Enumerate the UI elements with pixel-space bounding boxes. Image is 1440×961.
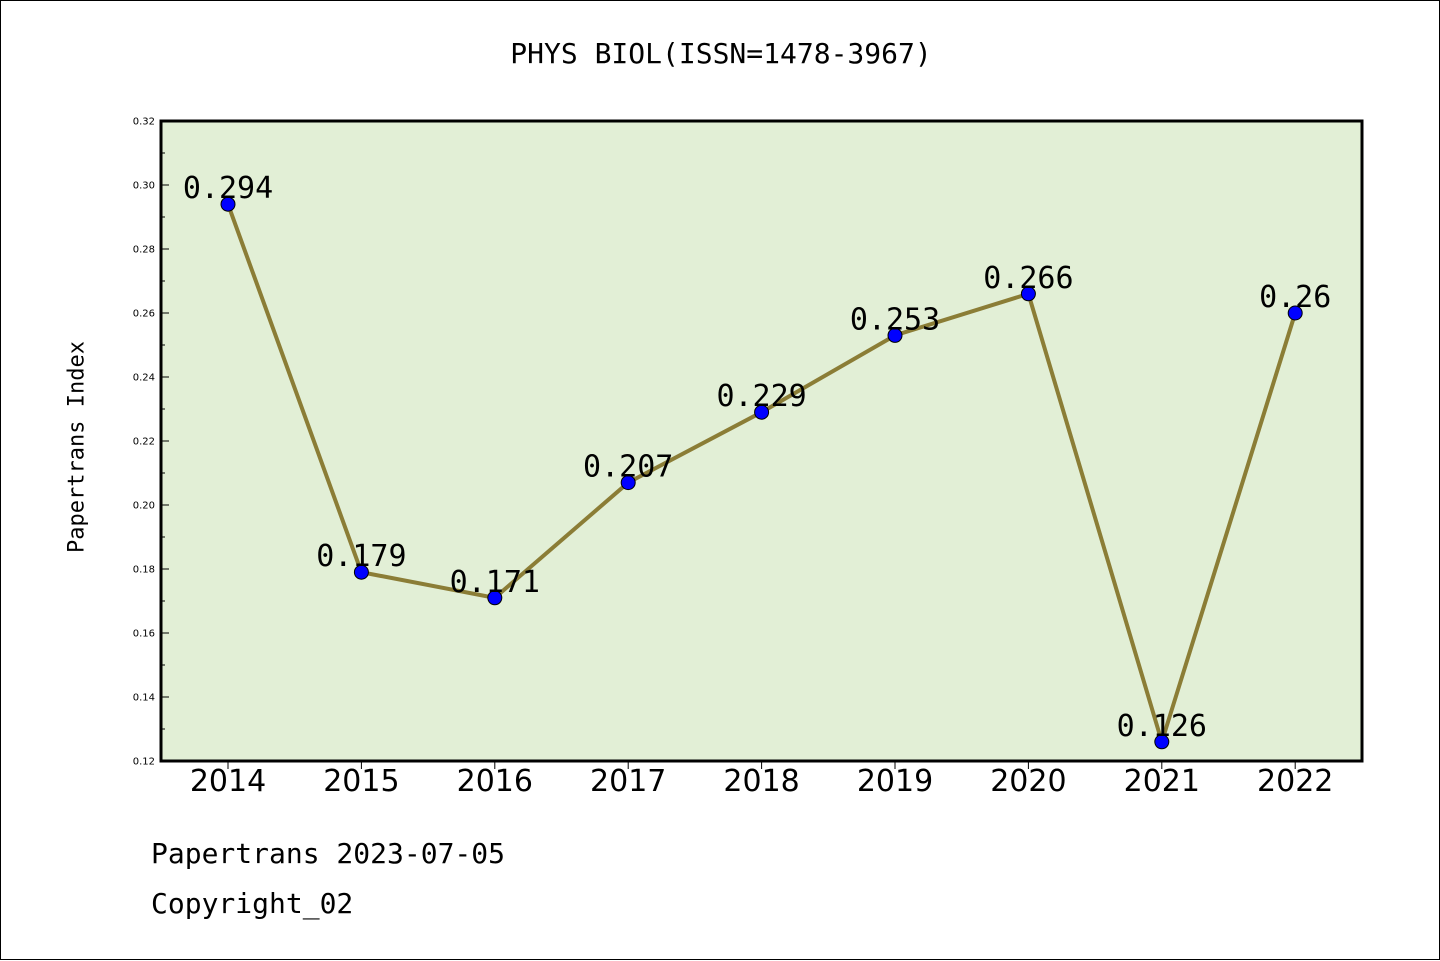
x-tick-label: 2022: [1257, 764, 1333, 799]
x-tick-label: 2021: [1124, 764, 1200, 799]
y-tick-label: 0.16: [133, 629, 155, 640]
y-tick-label: 0.30: [133, 181, 155, 192]
y-tick-label: 0.32: [133, 117, 155, 128]
data-point: [487, 590, 503, 606]
x-tick-label: 2019: [857, 764, 933, 799]
x-tick-label: 2015: [323, 764, 399, 799]
footer-date: Papertrans 2023-07-05: [151, 837, 506, 870]
data-label: 0.229: [716, 379, 806, 414]
y-tick-label: 0.18: [133, 565, 155, 576]
data-label: 0.179: [316, 539, 406, 574]
y-tick-label: 0.24: [133, 373, 155, 384]
x-tick-label: 2018: [723, 764, 799, 799]
data-point: [754, 404, 770, 420]
y-tick-label: 0.28: [133, 245, 155, 256]
x-tick-label: 2017: [590, 764, 666, 799]
data-point: [1287, 305, 1303, 321]
x-tick-label: 2016: [457, 764, 533, 799]
y-tick-label: 0.22: [133, 437, 155, 448]
data-point: [1020, 286, 1036, 302]
data-point: [353, 564, 369, 580]
data-point: [887, 327, 903, 343]
data-point: [620, 475, 636, 491]
y-tick-label: 0.12: [133, 757, 155, 768]
footer-copyright: Copyright_02: [151, 887, 354, 920]
y-tick-label: 0.20: [133, 501, 155, 512]
data-point: [220, 196, 236, 212]
data-label: 0.253: [850, 302, 940, 337]
data-label: 0.207: [583, 450, 673, 485]
data-label: 0.126: [1117, 709, 1207, 744]
data-label: 0.294: [183, 171, 273, 206]
y-tick-label: 0.14: [133, 693, 155, 704]
data-label: 0.266: [983, 261, 1073, 296]
plot-border: [159, 119, 1364, 763]
data-point: [1154, 734, 1170, 750]
x-tick-label: 2014: [190, 764, 266, 799]
data-label: 0.26: [1259, 280, 1331, 315]
y-tick-label: 0.26: [133, 309, 155, 320]
x-tick-label: 2020: [990, 764, 1066, 799]
plot-area: [161, 121, 1362, 761]
chart-title: PHYS BIOL(ISSN=1478-3967): [510, 37, 932, 70]
data-label: 0.171: [450, 565, 540, 600]
